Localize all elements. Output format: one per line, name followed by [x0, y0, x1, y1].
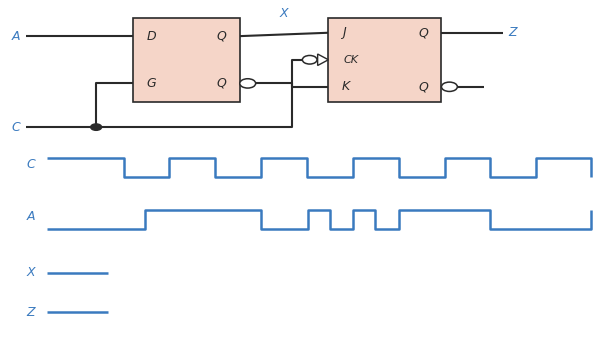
Text: Z: Z [26, 306, 35, 319]
Text: Q: Q [217, 77, 227, 90]
Bar [133, 17, 239, 102]
Text: Z: Z [509, 26, 518, 39]
Text: A: A [11, 30, 20, 43]
Text: A: A [26, 210, 35, 223]
Text: J: J [342, 26, 346, 39]
Text: K: K [342, 80, 350, 93]
Bar [328, 17, 441, 102]
Text: C: C [11, 121, 20, 134]
Text: Q: Q [217, 30, 227, 43]
Text: X: X [26, 266, 35, 279]
Text: Q: Q [418, 26, 428, 39]
Circle shape [91, 124, 102, 130]
Text: X: X [280, 7, 289, 20]
Text: D: D [146, 30, 156, 43]
Text: CK: CK [344, 55, 359, 65]
Circle shape [302, 55, 317, 64]
Text: Q: Q [418, 80, 428, 93]
Text: C: C [26, 158, 35, 171]
Circle shape [441, 82, 457, 92]
Circle shape [239, 79, 255, 88]
Text: G: G [146, 77, 156, 90]
Polygon shape [317, 54, 328, 66]
